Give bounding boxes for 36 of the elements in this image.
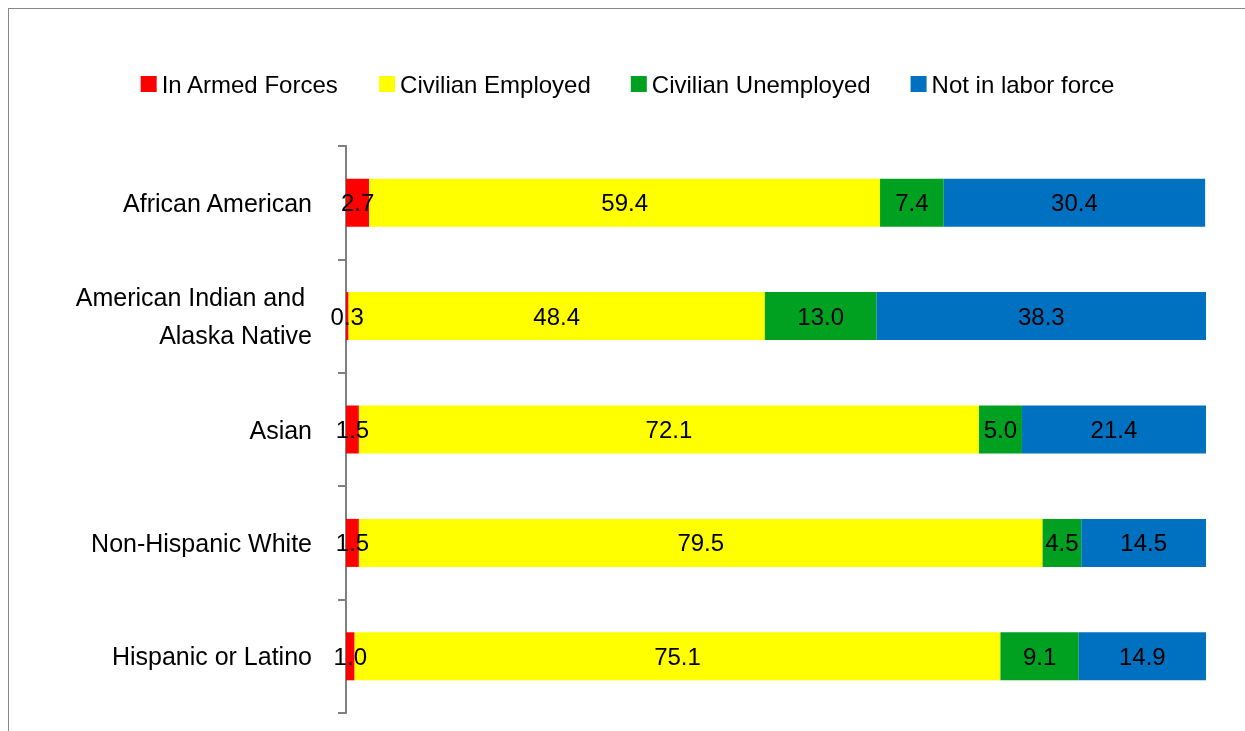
data-label: 30.4 <box>1051 189 1098 217</box>
data-label: 14.5 <box>1120 529 1168 557</box>
data-label: 79.5 <box>677 529 725 557</box>
legend-label: Civilian Unemployed <box>651 70 871 98</box>
data-label: 4.5 <box>1045 529 1079 557</box>
y-tick-label: African American <box>123 188 312 217</box>
data-label: 21.4 <box>1090 416 1138 443</box>
data-label: 13.0 <box>797 302 845 330</box>
bar <box>876 292 1206 341</box>
legend-label: Civilian Employed <box>400 70 591 98</box>
data-label: 75.1 <box>654 642 701 670</box>
bar <box>1078 632 1206 681</box>
data-label: 0.3 <box>330 302 364 330</box>
data-label: 48.4 <box>533 302 581 330</box>
data-label: 38.3 <box>1017 302 1065 330</box>
data-label: 59.4 <box>601 189 648 217</box>
data-label: 5.0 <box>983 416 1018 443</box>
data-label: 72.1 <box>645 416 693 443</box>
bar <box>943 178 1206 227</box>
bar <box>1000 632 1079 681</box>
data-label: 14.9 <box>1119 642 1166 670</box>
legend-label: In Armed Forces <box>161 70 338 98</box>
y-tick-label: Hispanic or Latino <box>111 642 312 671</box>
data-label: 1.0 <box>333 642 367 670</box>
y-tick-label: American Indian and Alaska Native <box>75 283 312 350</box>
legend-label: Not in labor force <box>931 70 1115 98</box>
data-label: 9.1 <box>1022 642 1057 670</box>
y-tick-label: Non-Hispanic White <box>91 528 312 557</box>
bar <box>1021 405 1206 454</box>
data-label: 1.5 <box>335 416 370 443</box>
bar <box>880 178 944 227</box>
data-label: 1.5 <box>335 529 370 557</box>
y-tick-label: Asian <box>249 415 312 444</box>
bar <box>1081 518 1206 567</box>
bar <box>764 292 877 341</box>
data-label: 7.4 <box>895 189 929 217</box>
